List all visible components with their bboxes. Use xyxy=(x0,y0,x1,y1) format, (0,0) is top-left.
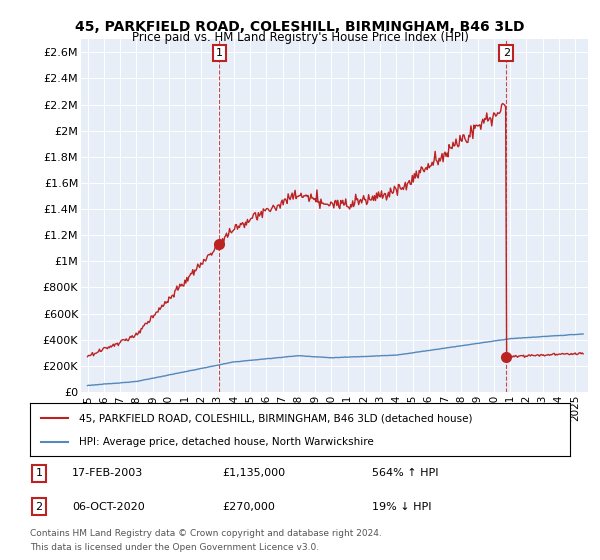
Text: Price paid vs. HM Land Registry's House Price Index (HPI): Price paid vs. HM Land Registry's House … xyxy=(131,31,469,44)
Text: 1: 1 xyxy=(216,48,223,58)
Text: 564% ↑ HPI: 564% ↑ HPI xyxy=(372,468,439,478)
Text: HPI: Average price, detached house, North Warwickshire: HPI: Average price, detached house, Nort… xyxy=(79,436,373,446)
Text: 06-OCT-2020: 06-OCT-2020 xyxy=(72,502,145,512)
Text: 17-FEB-2003: 17-FEB-2003 xyxy=(72,468,143,478)
Text: 2: 2 xyxy=(35,502,43,512)
Text: 19% ↓ HPI: 19% ↓ HPI xyxy=(372,502,431,512)
Text: 45, PARKFIELD ROAD, COLESHILL, BIRMINGHAM, B46 3LD: 45, PARKFIELD ROAD, COLESHILL, BIRMINGHA… xyxy=(75,20,525,34)
Text: 45, PARKFIELD ROAD, COLESHILL, BIRMINGHAM, B46 3LD (detached house): 45, PARKFIELD ROAD, COLESHILL, BIRMINGHA… xyxy=(79,413,472,423)
Text: Contains HM Land Registry data © Crown copyright and database right 2024.: Contains HM Land Registry data © Crown c… xyxy=(30,529,382,538)
Text: 1: 1 xyxy=(35,468,43,478)
Text: 2: 2 xyxy=(503,48,510,58)
Text: This data is licensed under the Open Government Licence v3.0.: This data is licensed under the Open Gov… xyxy=(30,543,319,552)
Text: £270,000: £270,000 xyxy=(222,502,275,512)
Text: £1,135,000: £1,135,000 xyxy=(222,468,285,478)
